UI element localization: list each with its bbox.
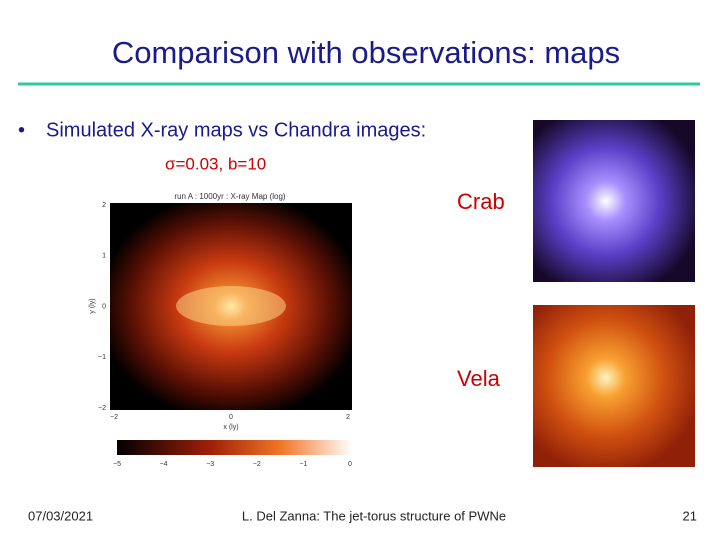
figure-title: run A : 1000yr : X-ray Map (log): [174, 192, 285, 201]
footer-center: L. Del Zanna: The jet-torus structure of…: [242, 508, 506, 523]
crab-label: Crab: [457, 189, 505, 214]
slide-title: Comparison with observations: maps: [112, 35, 620, 70]
colorbar-tick-label: −4: [160, 461, 168, 468]
colorbar-tick-label: 0: [348, 461, 352, 468]
vela-image: [533, 305, 695, 467]
footer-page: 21: [683, 508, 697, 523]
y-tick-label: 0: [102, 303, 106, 310]
colorbar: [117, 440, 352, 455]
colorbar-tick-label: −2: [253, 461, 261, 468]
x-tick-label: 0: [229, 414, 233, 421]
sim-label: σ=0.03, b=10: [165, 154, 266, 173]
x-axis-label: x (ly): [223, 424, 238, 431]
y-tick-label: 2: [102, 202, 106, 209]
sim-torus: [176, 286, 286, 326]
x-tick-label: −2: [110, 414, 118, 421]
vela-label: Vela: [457, 366, 501, 391]
bullet-text: Simulated X-ray maps vs Chandra images:: [46, 119, 426, 141]
y-tick-label: −1: [98, 354, 106, 361]
colorbar-tick-label: −5: [113, 461, 121, 468]
y-axis-label: y (ly): [89, 298, 96, 313]
footer-date: 07/03/2021: [28, 508, 93, 523]
y-tick-label: −2: [98, 405, 106, 412]
colorbar-tick-label: −1: [299, 461, 307, 468]
y-tick-label: 1: [102, 253, 106, 260]
x-tick-label: 2: [346, 414, 350, 421]
bullet-mark: •: [18, 119, 25, 141]
crab-image: [533, 120, 695, 282]
colorbar-tick-label: −3: [206, 461, 214, 468]
